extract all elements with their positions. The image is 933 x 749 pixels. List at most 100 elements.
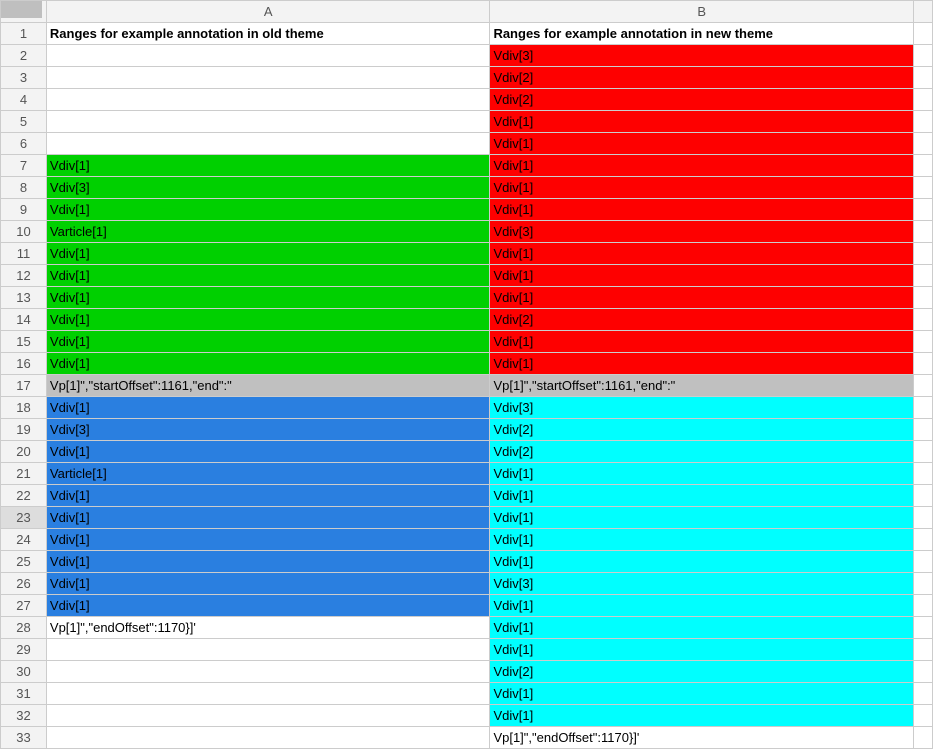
cell[interactable]: Vdiv[1] [490,485,914,507]
cell[interactable]: Vdiv[2] [490,89,914,111]
cell[interactable]: Vdiv[1] [46,551,490,573]
cell[interactable]: Vdiv[1] [490,617,914,639]
select-all-corner[interactable] [1,1,47,23]
cell[interactable]: Vdiv[1] [490,265,914,287]
row-header[interactable]: 18 [1,397,47,419]
cell[interactable] [914,199,933,221]
cell[interactable]: Ranges for example annotation in old the… [46,23,490,45]
row-header[interactable]: 2 [1,45,47,67]
row-header[interactable]: 13 [1,287,47,309]
cell[interactable]: Vdiv[1] [490,595,914,617]
row-header[interactable]: 26 [1,573,47,595]
row-header[interactable]: 6 [1,133,47,155]
column-header-b[interactable]: B [490,1,914,23]
cell[interactable] [914,331,933,353]
cell[interactable] [914,265,933,287]
cell[interactable]: Vdiv[2] [490,661,914,683]
row-header[interactable]: 8 [1,177,47,199]
cell[interactable]: Vp[1]","startOffset":1161,"end":" [490,375,914,397]
row-header[interactable]: 9 [1,199,47,221]
cell[interactable] [914,639,933,661]
cell[interactable]: Vdiv[1] [46,265,490,287]
cell[interactable]: Vdiv[1] [490,463,914,485]
cell[interactable]: Varticle[1] [46,463,490,485]
cell[interactable] [914,485,933,507]
cell[interactable]: Vp[1]","endOffset":1170}]' [46,617,490,639]
row-header[interactable]: 4 [1,89,47,111]
cell[interactable] [914,551,933,573]
cell[interactable]: Vdiv[1] [46,573,490,595]
cell[interactable]: Vdiv[1] [46,199,490,221]
cell[interactable]: Vdiv[1] [490,111,914,133]
row-header[interactable]: 15 [1,331,47,353]
cell[interactable] [914,529,933,551]
cell[interactable]: Vdiv[1] [490,353,914,375]
cell[interactable]: Vdiv[3] [46,177,490,199]
column-header-a[interactable]: A [46,1,490,23]
cell[interactable] [914,353,933,375]
cell[interactable]: Vdiv[2] [490,67,914,89]
cell[interactable]: Vdiv[1] [46,529,490,551]
cell[interactable]: Vdiv[2] [490,309,914,331]
cell[interactable] [914,397,933,419]
row-header[interactable]: 29 [1,639,47,661]
cell[interactable] [46,727,490,749]
cell[interactable]: Vdiv[3] [490,221,914,243]
row-header[interactable]: 25 [1,551,47,573]
cell[interactable] [914,727,933,749]
cell[interactable]: Vdiv[1] [490,199,914,221]
row-header[interactable]: 17 [1,375,47,397]
cell[interactable] [46,67,490,89]
cell[interactable]: Vdiv[3] [46,419,490,441]
cell[interactable]: Vdiv[1] [46,243,490,265]
row-header[interactable]: 7 [1,155,47,177]
cell[interactable]: Vdiv[1] [490,551,914,573]
cell[interactable] [914,375,933,397]
row-header[interactable]: 12 [1,265,47,287]
cell[interactable] [46,89,490,111]
cell[interactable]: Vdiv[1] [46,485,490,507]
cell[interactable]: Vdiv[1] [490,529,914,551]
cell[interactable]: Vdiv[1] [46,353,490,375]
cell[interactable] [914,463,933,485]
cell[interactable]: Vdiv[1] [46,397,490,419]
row-header[interactable]: 11 [1,243,47,265]
cell[interactable] [914,617,933,639]
cell[interactable]: Vdiv[3] [490,573,914,595]
cell[interactable] [914,221,933,243]
cell[interactable]: Ranges for example annotation in new the… [490,23,914,45]
spreadsheet-grid[interactable]: AB 1Ranges for example annotation in old … [0,0,933,749]
row-header[interactable]: 30 [1,661,47,683]
cell[interactable] [914,89,933,111]
row-header[interactable]: 33 [1,727,47,749]
cell[interactable] [914,661,933,683]
cell[interactable] [46,111,490,133]
row-header[interactable]: 32 [1,705,47,727]
cell[interactable] [46,705,490,727]
cell[interactable] [914,133,933,155]
cell[interactable] [914,419,933,441]
row-header[interactable]: 19 [1,419,47,441]
cell[interactable] [914,441,933,463]
cell[interactable] [914,705,933,727]
cell[interactable]: Vdiv[2] [490,419,914,441]
cell[interactable] [914,595,933,617]
cell[interactable]: Vdiv[1] [490,639,914,661]
cell[interactable] [914,23,933,45]
cell[interactable] [46,45,490,67]
row-header[interactable]: 5 [1,111,47,133]
cell[interactable] [46,683,490,705]
cell[interactable]: Vdiv[1] [46,287,490,309]
cell[interactable] [46,661,490,683]
row-header[interactable]: 27 [1,595,47,617]
cell[interactable]: Vdiv[1] [490,287,914,309]
row-header[interactable]: 20 [1,441,47,463]
cell[interactable] [914,573,933,595]
row-header[interactable]: 1 [1,23,47,45]
row-header[interactable]: 22 [1,485,47,507]
cell[interactable]: Vdiv[1] [490,243,914,265]
row-header[interactable]: 16 [1,353,47,375]
cell[interactable]: Vdiv[1] [46,441,490,463]
row-header[interactable]: 24 [1,529,47,551]
column-header-next[interactable] [914,1,933,23]
